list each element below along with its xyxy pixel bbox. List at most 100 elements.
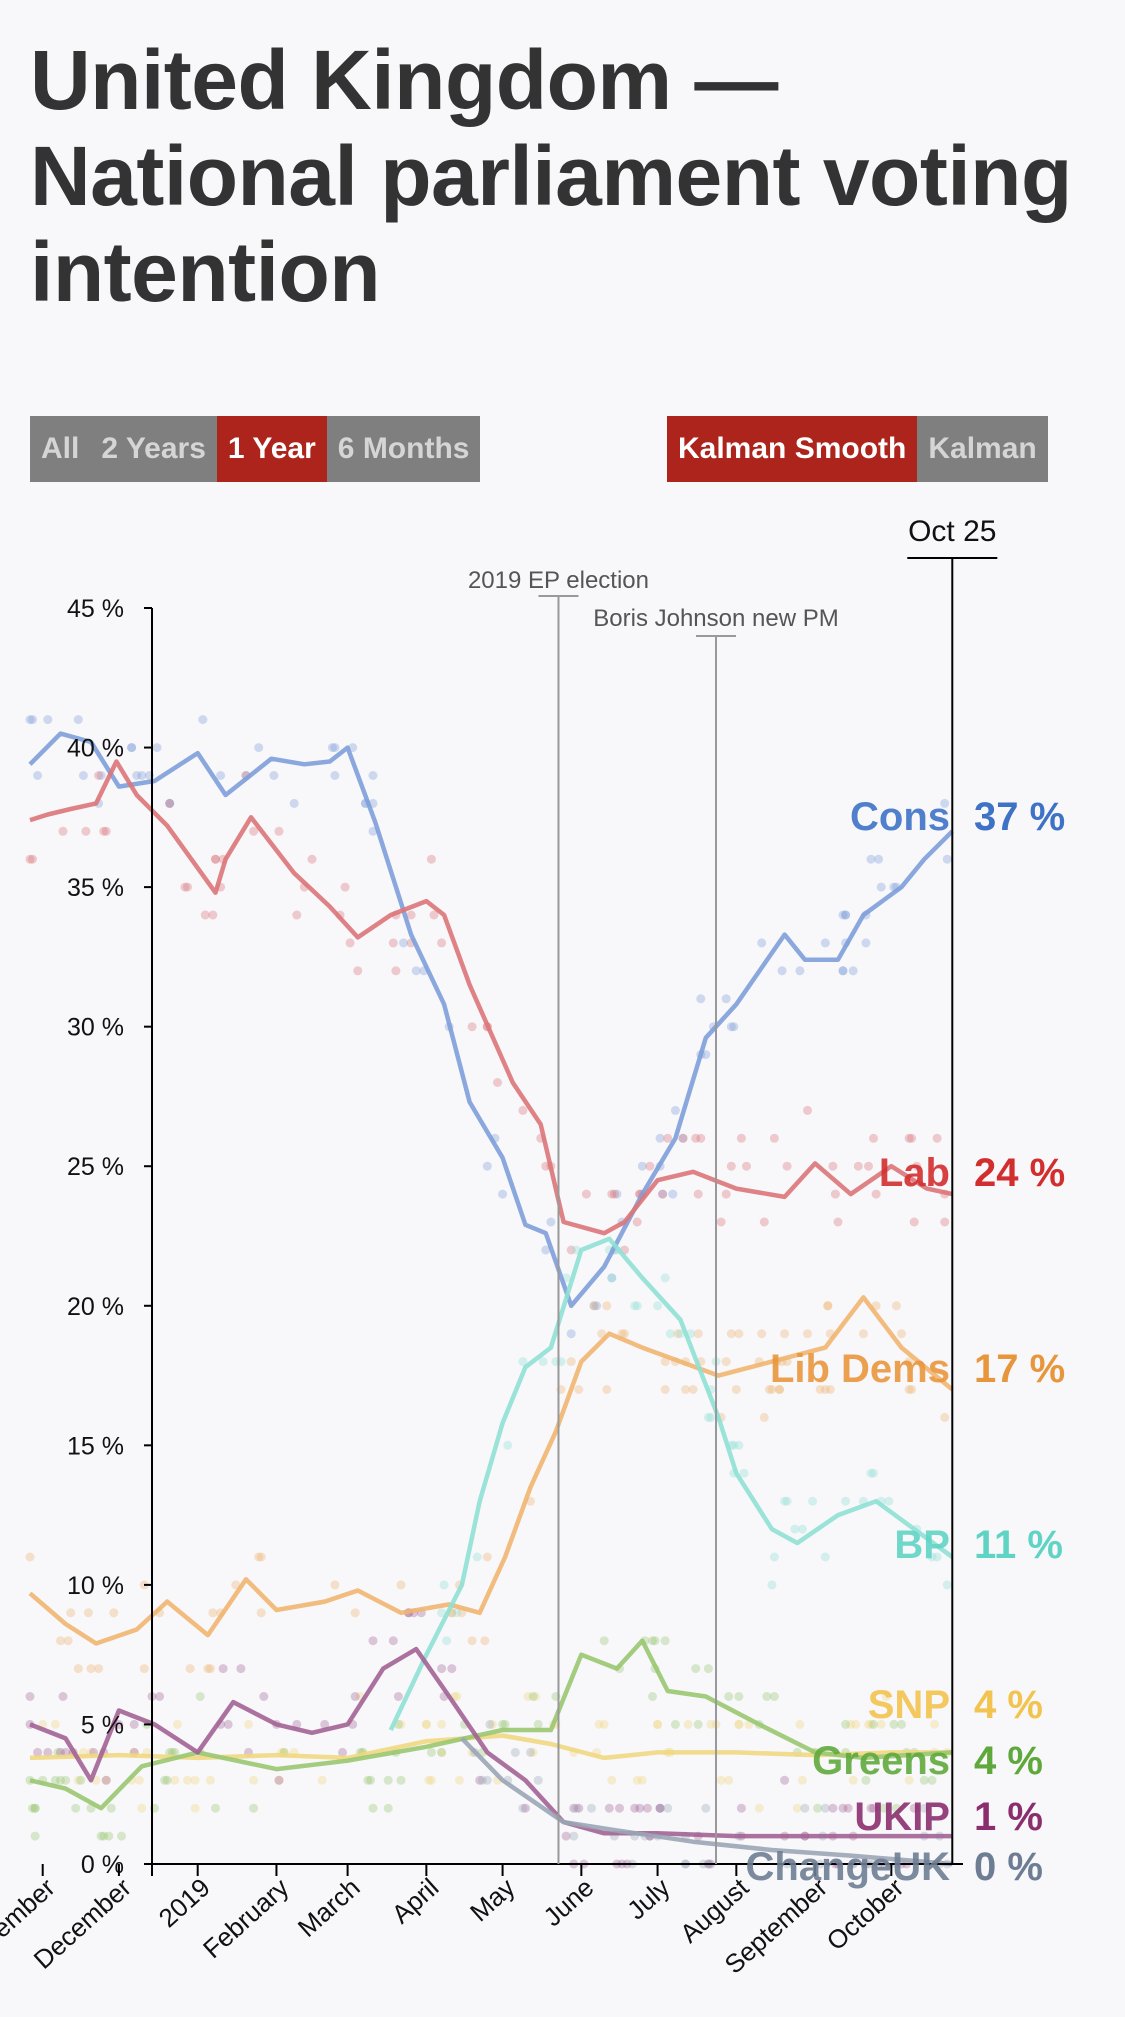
range-all-button[interactable]: All bbox=[30, 416, 91, 482]
poll-dot bbox=[426, 854, 436, 864]
party-name-label: UKIP bbox=[854, 1795, 950, 1839]
poll-dot bbox=[607, 1189, 617, 1199]
x-tick-label: July bbox=[621, 1872, 675, 1925]
poll-dot bbox=[721, 994, 731, 1004]
poll-dot bbox=[797, 1524, 807, 1534]
poll-dot bbox=[775, 1385, 784, 1394]
y-tick-label: 40 % bbox=[67, 735, 124, 763]
poll-dot bbox=[729, 1022, 739, 1032]
poll-dot bbox=[731, 1385, 741, 1394]
party-value-label: 24 % bbox=[974, 1151, 1065, 1195]
poll-dot bbox=[869, 1719, 878, 1729]
poll-dot bbox=[693, 1329, 703, 1339]
poll-dot bbox=[780, 1496, 790, 1506]
range-2-years-button[interactable]: 2 Years bbox=[90, 416, 217, 482]
poll-dot bbox=[101, 1775, 111, 1785]
poll-dot bbox=[94, 1664, 104, 1674]
y-tick-label: 5 % bbox=[81, 1711, 124, 1739]
poll-dot bbox=[648, 1636, 657, 1646]
poll-dot bbox=[531, 1692, 541, 1701]
poll-dot bbox=[442, 1636, 452, 1646]
poll-dot bbox=[726, 1161, 736, 1171]
trend-line-cons bbox=[28, 731, 954, 1309]
poll-dot bbox=[269, 771, 279, 780]
poll-dot bbox=[195, 1692, 205, 1701]
poll-dot bbox=[881, 1692, 891, 1701]
poll-dot bbox=[866, 1468, 876, 1478]
poll-dot bbox=[691, 1664, 701, 1674]
poll-dot bbox=[56, 1775, 65, 1785]
poll-dot bbox=[211, 854, 220, 864]
poll-dot bbox=[909, 1217, 919, 1227]
poll-dot bbox=[581, 1189, 591, 1199]
poll-dot bbox=[170, 1747, 180, 1757]
poll-dot bbox=[127, 743, 137, 753]
current-date-label: Oct 25 bbox=[908, 515, 996, 548]
poll-dot bbox=[320, 1719, 330, 1729]
poll-dot bbox=[637, 1775, 647, 1785]
poll-dot bbox=[889, 1719, 899, 1729]
poll-dot bbox=[838, 966, 848, 976]
y-tick-label: 10 % bbox=[67, 1572, 124, 1600]
poll-dot bbox=[73, 1775, 83, 1785]
range-1-year-button[interactable]: 1 Year bbox=[216, 416, 327, 482]
party-value-label: 1 % bbox=[974, 1795, 1043, 1839]
poll-dot bbox=[424, 1775, 434, 1785]
party-value-label: 11 % bbox=[974, 1523, 1063, 1567]
poll-dot bbox=[767, 1385, 777, 1394]
poll-dot bbox=[904, 1385, 914, 1394]
poll-dot bbox=[607, 1273, 617, 1283]
poll-dot bbox=[706, 1412, 716, 1422]
poll-dot bbox=[864, 1161, 873, 1171]
kalman-smooth-button[interactable]: Kalman Smooth bbox=[667, 416, 918, 482]
party-name-label: Lib Dems bbox=[770, 1347, 950, 1391]
trend-line-greens bbox=[29, 1638, 953, 1811]
poll-dot bbox=[919, 1803, 929, 1813]
poll-dot bbox=[439, 1580, 449, 1590]
poll-dot bbox=[472, 1552, 482, 1562]
poll-dot bbox=[211, 1803, 220, 1813]
poll-dot bbox=[612, 1189, 622, 1199]
poll-dot bbox=[736, 1803, 746, 1813]
poll-dot bbox=[663, 1133, 673, 1143]
poll-dot bbox=[869, 1468, 878, 1478]
party-name-label: Greens bbox=[812, 1739, 950, 1783]
poll-dot bbox=[670, 1105, 680, 1115]
poll-dot bbox=[769, 1133, 779, 1143]
poll-dot bbox=[653, 1719, 663, 1729]
poll-dot bbox=[884, 1496, 894, 1506]
poll-dot bbox=[820, 1385, 830, 1394]
poll-dot bbox=[919, 1775, 929, 1785]
x-tick-label: March bbox=[292, 1872, 366, 1943]
party-value-label: 4 % bbox=[974, 1683, 1043, 1727]
poll-dot bbox=[500, 1719, 510, 1729]
poll-dot bbox=[183, 882, 192, 892]
poll-dot bbox=[637, 1161, 647, 1171]
poll-dot bbox=[592, 1301, 602, 1311]
y-tick-label: 30 % bbox=[67, 1014, 124, 1042]
poll-dot bbox=[50, 1719, 60, 1729]
party-value-label: 0 % bbox=[974, 1845, 1043, 1889]
poll-dot bbox=[701, 1803, 711, 1813]
poll-dot bbox=[660, 1273, 670, 1283]
poll-dot bbox=[96, 771, 106, 780]
poll-dot bbox=[848, 1775, 858, 1785]
poll-dot bbox=[589, 1301, 599, 1311]
poll-dot bbox=[421, 1719, 431, 1729]
poll-dot bbox=[388, 1636, 398, 1646]
poll-dot bbox=[58, 826, 68, 836]
poll-dot bbox=[823, 1301, 833, 1311]
poll-dot bbox=[383, 1803, 393, 1813]
poll-dot bbox=[780, 1775, 790, 1785]
poll-dot bbox=[33, 1747, 43, 1757]
range-6-months-button[interactable]: 6 Months bbox=[326, 416, 481, 482]
poll-dot bbox=[615, 1803, 624, 1813]
poll-dot bbox=[800, 1803, 810, 1813]
kalman-button[interactable]: Kalman bbox=[917, 416, 1048, 482]
party-name-label: ChangeUK bbox=[746, 1845, 951, 1889]
x-tick-label: June bbox=[537, 1872, 599, 1932]
poll-dot bbox=[869, 1133, 878, 1143]
poll-dot bbox=[574, 1803, 584, 1813]
poll-dot bbox=[368, 771, 378, 780]
poll-dot bbox=[861, 1775, 871, 1785]
